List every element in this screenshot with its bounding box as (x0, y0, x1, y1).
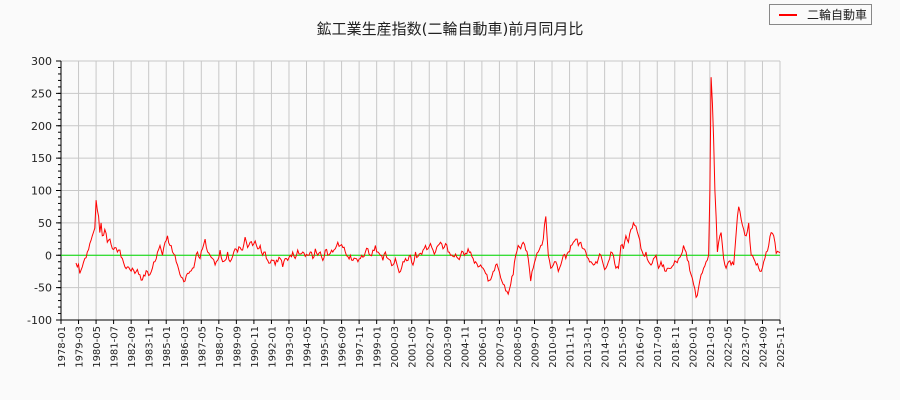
x-tick-label: 1997-11 (355, 326, 366, 368)
x-tick-label: 2010-09 (548, 326, 559, 368)
y-tick-label: 150 (31, 152, 52, 165)
series-line-二輪自動車 (75, 77, 781, 299)
y-tick-label: -50 (34, 282, 52, 295)
grid-lines (60, 60, 781, 321)
x-tick-label: 1979-03 (75, 326, 86, 368)
x-tick-label: 2025-11 (776, 326, 787, 368)
x-tick-label: 2023-07 (741, 326, 752, 368)
x-tick-label: 2007-03 (495, 326, 506, 368)
x-tick-label: 2018-11 (671, 326, 682, 368)
x-tick-label: 1996-09 (338, 326, 349, 368)
x-tick-label: 2021-03 (706, 326, 717, 368)
x-tick-label: 1986-03 (180, 326, 191, 368)
x-tick-label: 2016-07 (636, 326, 647, 368)
y-tick-label: -100 (27, 314, 52, 327)
x-tick-label: 2003-09 (443, 326, 454, 368)
y-tick-label: 250 (31, 87, 52, 100)
x-tick-label: 2017-09 (653, 326, 664, 368)
x-tick-label: 2015-05 (618, 326, 629, 368)
x-tick-label: 1994-05 (303, 326, 314, 368)
x-tick-label: 1985-01 (162, 326, 173, 368)
x-tick-label: 2022-05 (723, 326, 734, 368)
x-tick-label: 1980-05 (92, 326, 103, 368)
chart-title: 鉱工業生産指数(二輪自動車)前月同月比 (316, 20, 584, 38)
y-tick-label: 50 (38, 217, 52, 230)
x-tick-label: 1989-09 (232, 326, 243, 368)
x-tick-label: 1992-01 (267, 326, 278, 368)
y-tick-label: 200 (31, 120, 52, 133)
x-tick-label: 1993-03 (285, 326, 296, 368)
x-tick-label: 2004-11 (460, 326, 471, 368)
x-tick-label: 2013-01 (583, 326, 594, 368)
x-tick-label: 2024-09 (758, 326, 769, 368)
x-tick-label: 2001-05 (408, 326, 419, 368)
y-tick-label: 100 (31, 185, 52, 198)
x-tick-label: 2014-03 (601, 326, 612, 368)
x-tick-label: 1988-07 (215, 326, 226, 368)
x-tick-label: 1999-01 (373, 326, 384, 368)
y-tick-label: 0 (45, 249, 52, 262)
x-tick-label: 2009-07 (530, 326, 541, 368)
x-tick-label: 2006-01 (478, 326, 489, 368)
x-tick-label: 1982-09 (127, 326, 138, 368)
x-tick-label: 2008-05 (513, 326, 524, 368)
x-tick-label: 1983-11 (145, 326, 156, 368)
x-tick-label: 2020-01 (688, 326, 699, 368)
x-tick-label: 2011-11 (566, 326, 577, 368)
x-tick-label: 1995-07 (320, 326, 331, 368)
legend-swatch-line-icon (779, 13, 797, 16)
legend: 二輪自動車 (769, 4, 872, 25)
x-tick-label: 1978-01 (57, 326, 68, 368)
x-tick-label: 2000-03 (390, 326, 401, 368)
y-axis-ticks: 300 250 200 150 100 50 0 -50 -100 (27, 55, 61, 327)
x-tick-label: 1990-11 (250, 326, 261, 368)
x-tick-label: 1981-07 (110, 326, 121, 368)
y-tick-label: 300 (31, 55, 52, 68)
legend-label: 二輪自動車 (807, 8, 868, 22)
x-tick-label: 2002-07 (425, 326, 436, 368)
x-axis-ticks: 1978-01 1979-03 1980-05 1981-07 1982-09 1983-… (57, 320, 787, 368)
x-tick-label: 1987-05 (197, 326, 208, 368)
